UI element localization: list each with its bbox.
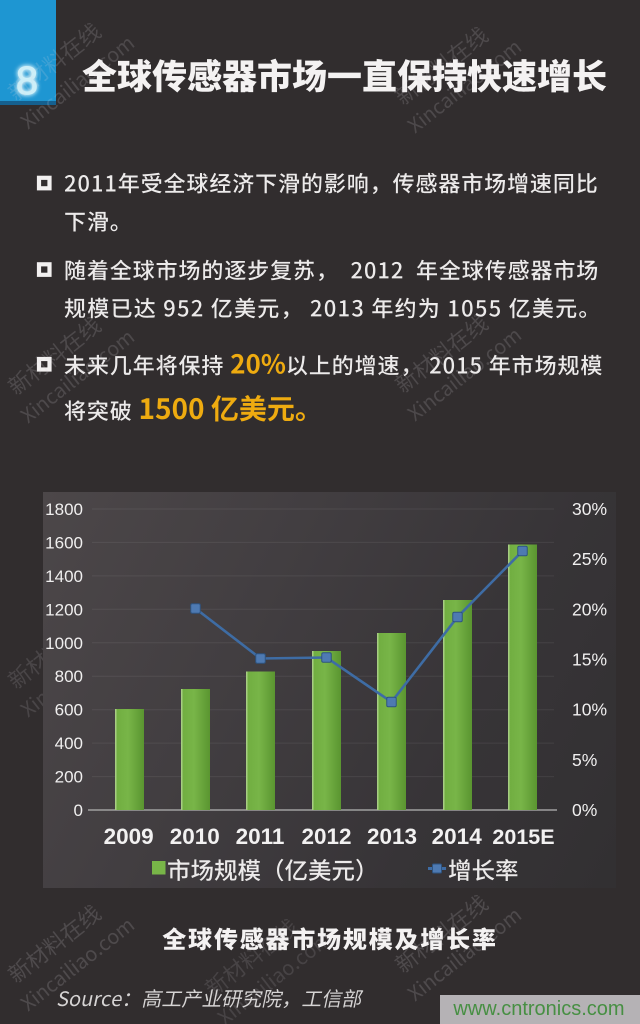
- svg-text:400: 400: [55, 734, 83, 753]
- svg-text:0%: 0%: [572, 800, 597, 820]
- svg-text:1200: 1200: [45, 600, 83, 619]
- svg-text:600: 600: [55, 701, 83, 720]
- svg-text:10%: 10%: [572, 700, 607, 720]
- svg-text:8: 8: [16, 59, 38, 103]
- svg-text:2010: 2010: [170, 824, 220, 849]
- svg-text:1400: 1400: [45, 567, 83, 586]
- svg-text:5%: 5%: [572, 750, 597, 770]
- svg-text:2014: 2014: [432, 824, 483, 849]
- svg-text:2009: 2009: [104, 824, 154, 849]
- svg-text:2012: 2012: [301, 824, 351, 849]
- svg-text:800: 800: [55, 667, 83, 686]
- svg-text:2013: 2013: [367, 824, 417, 849]
- svg-text:0: 0: [74, 801, 83, 820]
- svg-text:1800: 1800: [45, 500, 83, 519]
- svg-text:www.cntronics.com: www.cntronics.com: [452, 998, 624, 1020]
- svg-text:1000: 1000: [45, 634, 83, 653]
- svg-text:200: 200: [55, 768, 83, 787]
- svg-text:20%: 20%: [572, 599, 607, 619]
- svg-text:30%: 30%: [572, 499, 607, 519]
- svg-text:1600: 1600: [45, 533, 83, 552]
- svg-text:2011: 2011: [236, 824, 285, 849]
- svg-text:25%: 25%: [572, 549, 607, 569]
- svg-text:2015E: 2015E: [492, 825, 554, 849]
- svg-text:15%: 15%: [572, 650, 607, 670]
